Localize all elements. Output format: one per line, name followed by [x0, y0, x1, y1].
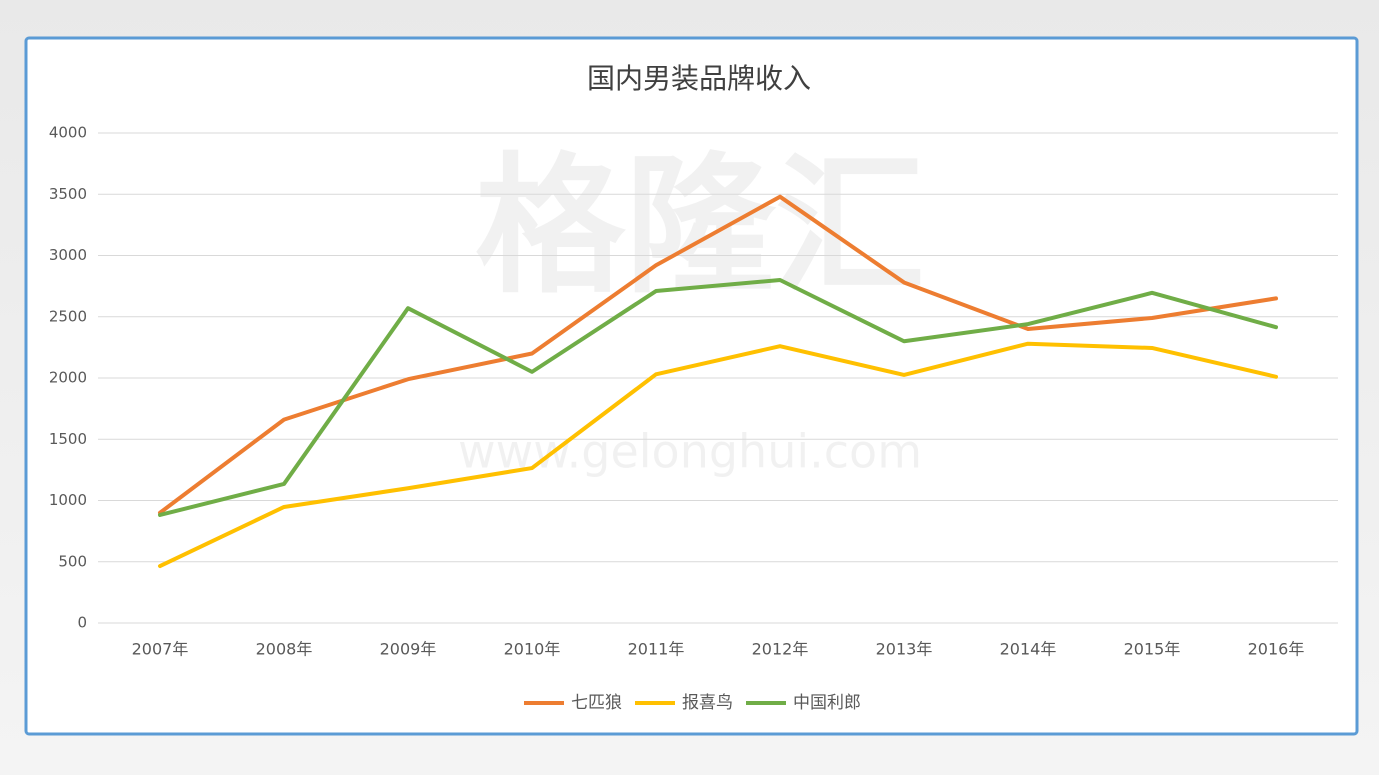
chart-frame	[24, 36, 1359, 736]
x-tick-label: 2010年	[504, 640, 561, 659]
x-tick-label: 2011年	[628, 640, 685, 659]
chart-title: 国内男装品牌收入	[587, 62, 811, 95]
watermark-logo: 格隆汇	[475, 140, 925, 314]
y-tick-label: 2500	[49, 307, 87, 325]
x-tick-label: 2014年	[1000, 640, 1057, 659]
series-line	[158, 278, 1278, 517]
y-tick-label: 500	[58, 552, 87, 570]
watermark-url: www.gelonghui.com	[458, 425, 922, 479]
x-tick-label: 2009年	[380, 640, 437, 659]
x-tick-label: 2013年	[876, 640, 933, 659]
x-tick-label: 2007年	[132, 640, 189, 659]
y-tick-label: 1000	[49, 491, 87, 509]
y-tick-label: 3500	[49, 185, 87, 203]
legend-label: 报喜鸟	[682, 693, 733, 713]
y-tick-label: 0	[77, 614, 87, 632]
x-tick-label: 2008年	[256, 640, 313, 659]
y-tick-label: 2000	[49, 369, 87, 387]
y-tick-label: 1500	[49, 430, 87, 448]
legend-label: 中国利郎	[793, 693, 861, 713]
legend-label: 七匹狼	[571, 693, 622, 713]
series-line	[158, 341, 1278, 569]
x-tick-label: 2015年	[1124, 640, 1181, 659]
x-tick-label: 2012年	[752, 640, 809, 659]
y-tick-label: 4000	[49, 124, 87, 142]
x-tick-label: 2016年	[1248, 640, 1305, 659]
y-tick-label: 3000	[49, 246, 87, 264]
